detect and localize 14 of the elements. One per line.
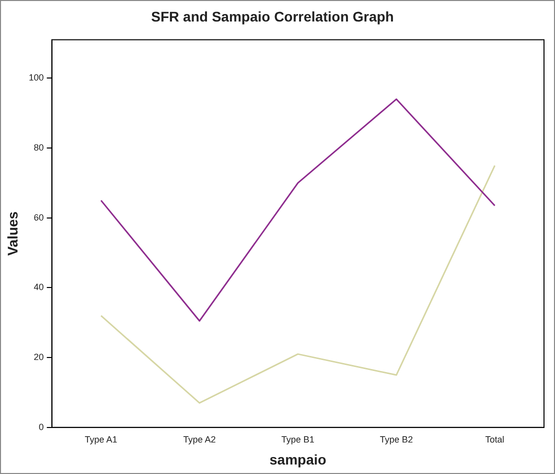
y-tick-label: 80 <box>34 142 44 153</box>
y-tick-label: 40 <box>34 282 44 292</box>
chart-title: SFR and Sampaio Correlation Graph <box>151 8 394 24</box>
x-tick-label: Type B1 <box>281 434 314 444</box>
y-tick-label: 100 <box>28 72 44 83</box>
x-tick-label: Type A1 <box>84 434 118 444</box>
x-tick-label: Type A2 <box>183 434 216 444</box>
y-tick-label: 60 <box>34 212 44 222</box>
y-tick-label: 0 <box>38 422 44 432</box>
y-axis-title: Values <box>4 211 20 256</box>
x-tick-label: Type B2 <box>380 434 413 444</box>
x-tick-label: Total <box>485 434 504 444</box>
y-tick-label: 20 <box>34 352 44 362</box>
x-axis-title: sampaio <box>270 451 326 468</box>
